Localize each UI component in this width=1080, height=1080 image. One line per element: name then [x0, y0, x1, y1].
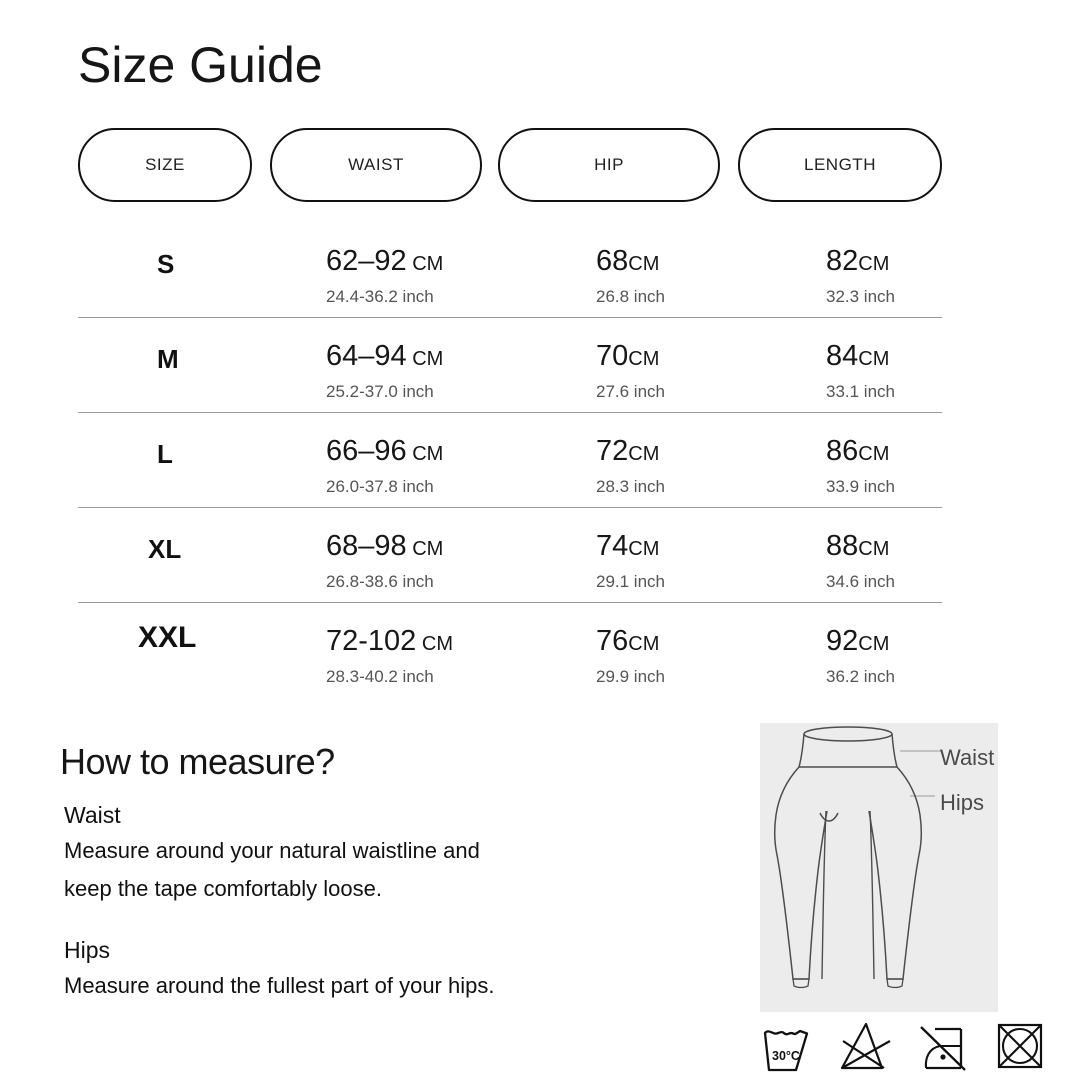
svg-text:30°C: 30°C — [772, 1049, 800, 1063]
